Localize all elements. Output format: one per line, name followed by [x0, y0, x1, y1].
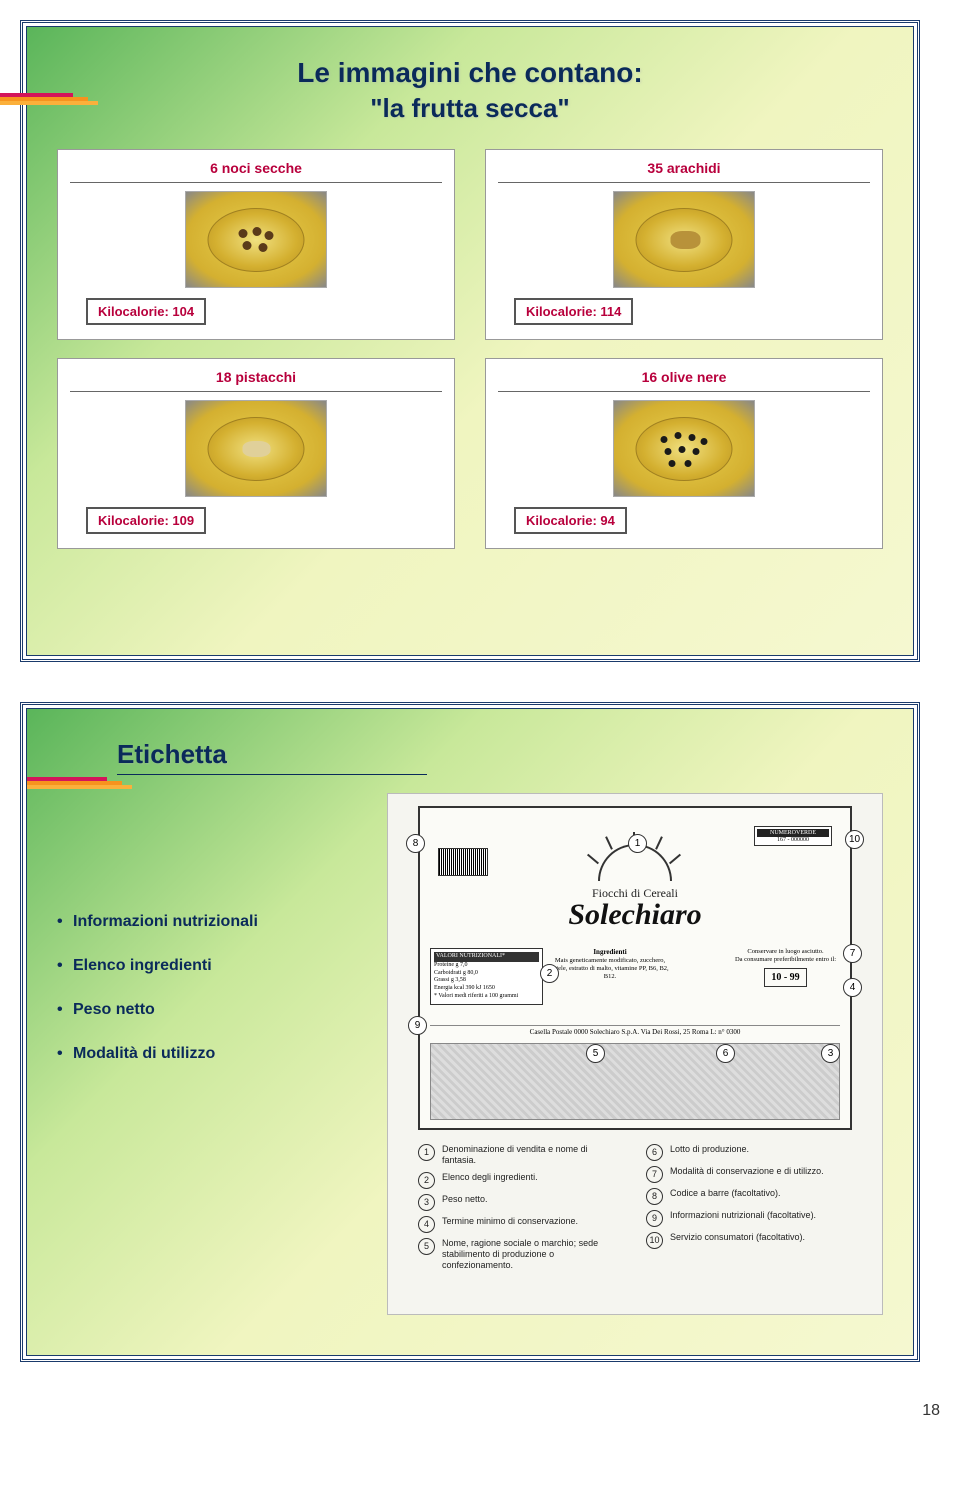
accent-bars	[27, 777, 147, 793]
bullet-item: Informazioni nutrizionali	[57, 913, 367, 931]
slide-frutta-secca: Le immagini che contano: "la frutta secc…	[20, 20, 920, 662]
legend-item: 6Lotto di produzione.	[646, 1144, 852, 1161]
nutrition-row: Carboidrati g 80,0	[434, 970, 539, 978]
slide-title: Le immagini che contano:	[57, 57, 883, 89]
ingredients-text: Mais geneticamente modificato, zucchero,…	[550, 957, 670, 981]
nutrition-row: Grassi g 3,58	[434, 977, 539, 985]
legend-item: 5Nome, ragione sociale o marchio; sede s…	[418, 1238, 624, 1272]
food-name: 6 noci secche	[70, 160, 442, 183]
nutrition-row: Proteine g 7,0	[434, 962, 539, 970]
callout-marker: 5	[586, 1044, 605, 1063]
food-name: 35 arachidi	[498, 160, 870, 183]
food-image	[185, 400, 327, 497]
kcal-label: Kilocalorie: 114	[514, 298, 633, 325]
expiry-date: 10 - 99	[764, 968, 806, 987]
address-line: Casella Postale 0000 Solechiaro S.p.A. V…	[430, 1025, 840, 1036]
legend-item: 10Servizio consumatori (facoltativo).	[646, 1232, 852, 1249]
slide-content: Le immagini che contano: "la frutta secc…	[26, 26, 914, 656]
legend-item: 2Elenco degli ingredienti.	[418, 1172, 624, 1189]
food-card: 18 pistacchi Kilocalorie: 109	[57, 358, 455, 549]
slide-heading: Etichetta	[117, 739, 427, 775]
callout-marker: 3	[821, 1044, 840, 1063]
slide-etichetta: Etichetta Informazioni nutrizionali Elen…	[20, 702, 920, 1362]
title-area: Etichetta	[57, 739, 883, 775]
legend-column-right: 6Lotto di produzione. 7Modalità di conse…	[646, 1144, 852, 1276]
title-area: Le immagini che contano: "la frutta secc…	[57, 57, 883, 124]
callout-marker: 1	[628, 834, 647, 853]
conserve-text: Conservare in luogo asciutto.	[733, 948, 838, 956]
bullet-list: Informazioni nutrizionali Elenco ingredi…	[57, 793, 367, 1315]
callout-marker: 4	[843, 978, 862, 997]
slide-subtitle: "la frutta secca"	[57, 93, 883, 124]
food-name: 16 olive nere	[498, 369, 870, 392]
food-card: 16 olive nere Kilocalorie: 94	[485, 358, 883, 549]
kcal-label: Kilocalorie: 94	[514, 507, 627, 534]
product-brand: Solechiaro	[420, 898, 850, 932]
callout-marker: 6	[716, 1044, 735, 1063]
callout-marker: 8	[406, 834, 425, 853]
numero-verde-box: NUMEROVERDE 167 - 000000	[754, 826, 832, 846]
nutrition-box: VALORI NUTRIZIONALI* Proteine g 7,0 Carb…	[430, 948, 543, 1005]
slide-body: Informazioni nutrizionali Elenco ingredi…	[57, 793, 883, 1315]
food-card: 6 noci secche Kilocalorie: 104	[57, 149, 455, 340]
callout-marker: 10	[845, 830, 864, 849]
nutrition-note: * Valori medi riferiti a 100 grammi	[434, 993, 539, 1001]
numero-verde-value: 167 - 000000	[757, 837, 829, 843]
page-number: 18	[20, 1402, 940, 1420]
kcal-label: Kilocalorie: 109	[86, 507, 206, 534]
food-image	[185, 191, 327, 288]
barcode-icon	[438, 848, 488, 876]
kcal-label: Kilocalorie: 104	[86, 298, 206, 325]
legend-item: 7Modalità di conservazione e di utilizzo…	[646, 1166, 852, 1183]
consume-text: Da consumare preferibilmente entro il:	[733, 956, 838, 964]
numero-verde-label: NUMEROVERDE	[757, 829, 829, 837]
food-card: 35 arachidi Kilocalorie: 114	[485, 149, 883, 340]
legend-column-left: 1Denominazione di vendita e nome di fant…	[418, 1144, 624, 1276]
bullet-item: Peso netto	[57, 1001, 367, 1019]
label-diagram: NUMEROVERDE 167 - 000000 Fiocchi di Cere…	[387, 793, 883, 1315]
nutrition-row: Energia kcal 390 kJ 1650	[434, 985, 539, 993]
ingredients-header: Ingredienti	[550, 948, 670, 957]
food-grid: 6 noci secche Kilocalorie: 104 35 arachi…	[57, 149, 883, 549]
nutrition-header: VALORI NUTRIZIONALI*	[434, 952, 539, 962]
callout-marker: 9	[408, 1016, 427, 1035]
bullet-item: Modalità di utilizzo	[57, 1045, 367, 1063]
legend: 1Denominazione di vendita e nome di fant…	[418, 1144, 852, 1276]
legend-item: 9Informazioni nutrizionali (facoltative)…	[646, 1210, 852, 1227]
conservation-box: Conservare in luogo asciutto. Da consuma…	[733, 948, 838, 987]
food-image	[613, 191, 755, 288]
callout-marker: 2	[540, 964, 559, 983]
ingredients-box: Ingredienti Mais geneticamente modificat…	[550, 948, 670, 981]
legend-item: 4Termine minimo di conservazione.	[418, 1216, 624, 1233]
slide-content: Etichetta Informazioni nutrizionali Elen…	[26, 708, 914, 1356]
callout-marker: 7	[843, 944, 862, 963]
food-image	[613, 400, 755, 497]
legend-item: 1Denominazione di vendita e nome di fant…	[418, 1144, 624, 1167]
legend-item: 3Peso netto.	[418, 1194, 624, 1211]
legend-item: 8Codice a barre (facoltativo).	[646, 1188, 852, 1205]
food-name: 18 pistacchi	[70, 369, 442, 392]
cereal-illustration	[430, 1043, 840, 1120]
package-box: NUMEROVERDE 167 - 000000 Fiocchi di Cere…	[418, 806, 852, 1130]
bullet-item: Elenco ingredienti	[57, 957, 367, 975]
